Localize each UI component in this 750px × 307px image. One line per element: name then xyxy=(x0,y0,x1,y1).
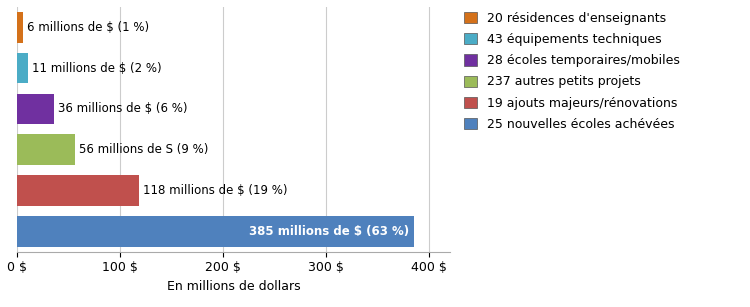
Text: 6 millions de $ (1 %): 6 millions de $ (1 %) xyxy=(27,21,149,34)
Bar xyxy=(17,175,139,206)
Bar xyxy=(17,134,75,165)
Bar xyxy=(17,12,23,43)
Text: 118 millions de $ (19 %): 118 millions de $ (19 %) xyxy=(142,184,287,197)
Text: 385 millions de $ (63 %): 385 millions de $ (63 %) xyxy=(249,225,409,238)
Bar xyxy=(17,216,414,247)
Text: 56 millions de S (9 %): 56 millions de S (9 %) xyxy=(79,143,209,156)
Bar xyxy=(17,94,54,124)
Legend: 20 résidences d'enseignants, 43 équipements techniques, 28 écoles temporaires/mo: 20 résidences d'enseignants, 43 équipeme… xyxy=(460,8,683,134)
Bar xyxy=(17,53,28,84)
Text: 11 millions de $ (2 %): 11 millions de $ (2 %) xyxy=(32,62,162,75)
Text: 36 millions de $ (6 %): 36 millions de $ (6 %) xyxy=(58,103,188,115)
X-axis label: En millions de dollars: En millions de dollars xyxy=(166,280,300,293)
